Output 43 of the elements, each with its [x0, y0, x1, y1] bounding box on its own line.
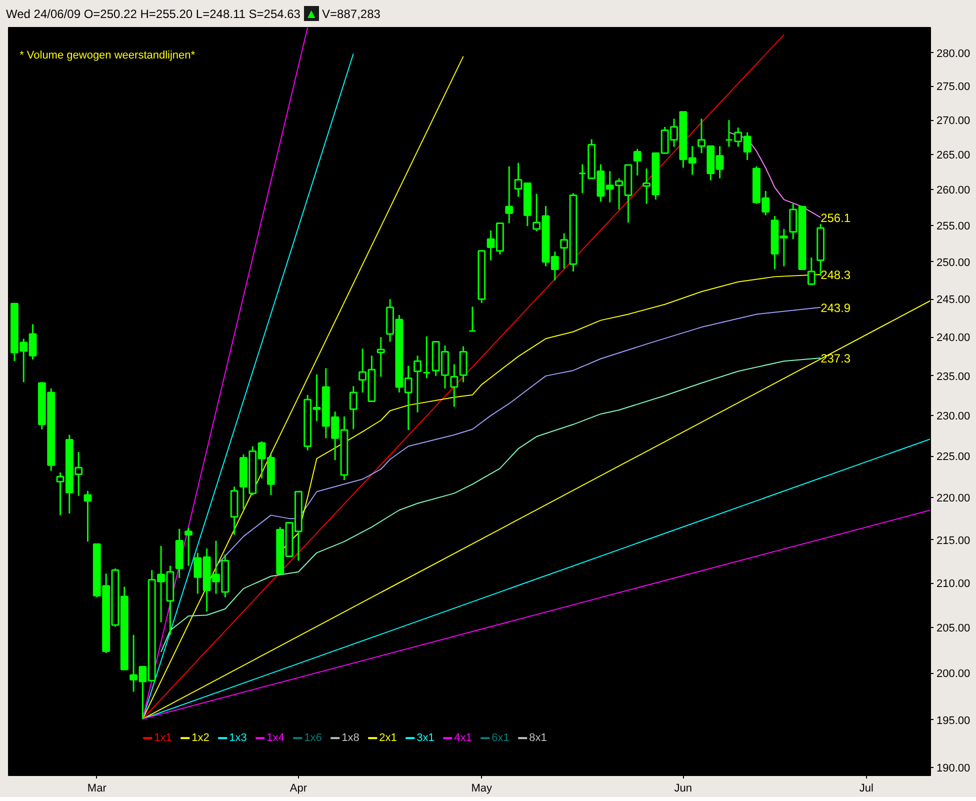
legend-label: 4x1 [454, 732, 472, 744]
y-tick-label: 260.00 [936, 184, 970, 197]
legend-label: 1x2 [192, 732, 210, 744]
x-tick-label: May [471, 782, 493, 794]
legend-label: 1x4 [266, 732, 284, 744]
y-tick-label: 250.00 [936, 256, 970, 269]
y-tick-label: 200.00 [936, 668, 970, 680]
y-tick-label: 220.00 [936, 492, 970, 505]
y-tick-label: 275.00 [936, 81, 970, 94]
legend-label: 1x6 [304, 732, 322, 744]
y-tick-label: 245.00 [936, 294, 970, 306]
y-tick-label: 195.00 [936, 714, 970, 727]
text: * Volume gewogen weerstandlijnen* [20, 49, 196, 62]
x-tick-label: Jun [674, 782, 692, 794]
y-tick-label: 270.00 [936, 115, 970, 128]
y-tick-label: 240.00 [936, 332, 970, 344]
data-label: 256.1 [820, 210, 851, 225]
data-label: 248.3 [820, 268, 851, 282]
y-tick-label: 215.00 [936, 534, 970, 547]
x-tick-label: Apr [290, 782, 308, 794]
legend-label: 1x8 [342, 732, 360, 744]
data-label: 243.9 [820, 300, 851, 315]
text: ▲ [304, 6, 319, 21]
y-tick-label: 255.00 [936, 220, 970, 232]
y-tick-label: 225.00 [936, 451, 970, 464]
legend-label: 8x1 [529, 732, 547, 744]
x-tick-label: Jul [859, 782, 874, 794]
y-tick-label: 235.00 [936, 370, 970, 383]
y-tick-label: 265.00 [936, 149, 970, 162]
x-tick-label: Mar [87, 782, 107, 794]
legend-label: 1x3 [229, 732, 247, 744]
legend-label: 2x1 [379, 732, 397, 744]
y-tick-label: 205.00 [936, 622, 970, 635]
text: V=887,283 [322, 7, 380, 21]
y-tick-label: 210.00 [936, 578, 970, 590]
legend-label: 6x1 [492, 732, 510, 744]
y-tick-label: 280.00 [936, 48, 970, 60]
y-tick-label: 230.00 [936, 410, 970, 423]
text: Wed 24/06/09 O=250.22 H=255.20 L=248.11 S=254.63 [6, 7, 300, 21]
y-tick-label: 190.00 [936, 762, 970, 775]
data-label: 237.3 [820, 351, 851, 366]
legend-label: 3x1 [416, 732, 434, 744]
legend-label: 1x1 [154, 732, 172, 744]
